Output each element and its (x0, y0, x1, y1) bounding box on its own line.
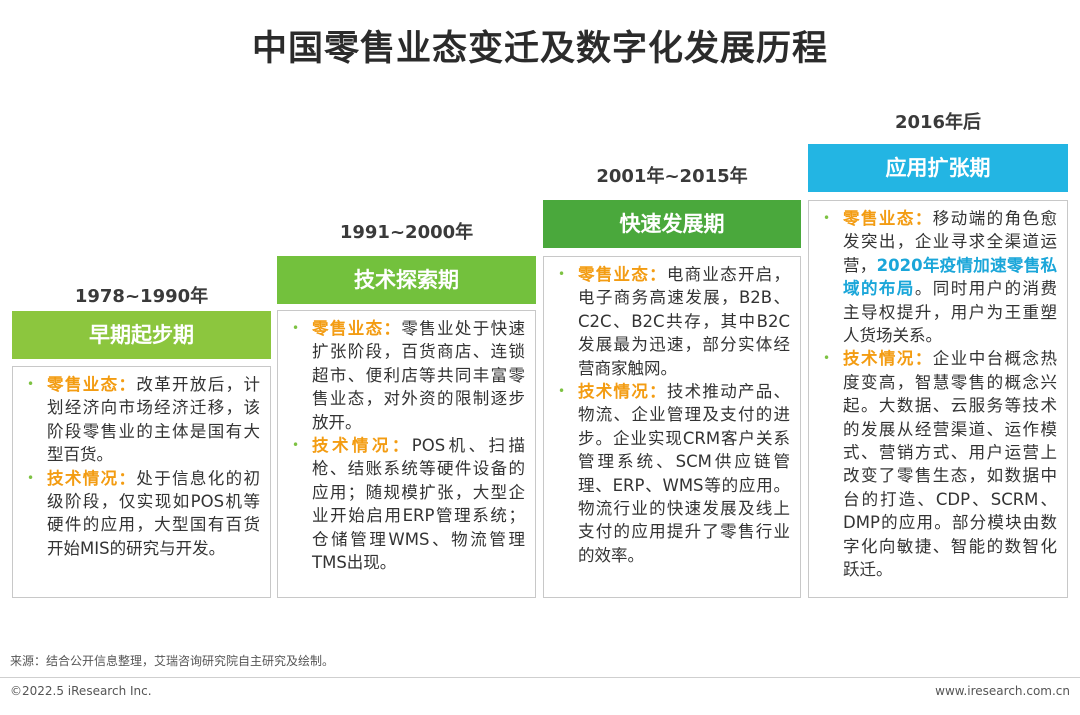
tech-status-text: 技术推动产品、物流、企业管理及支付的进步。企业实现CRM客户关系管理系统、SCM… (578, 382, 791, 565)
tech-status-item: • 技术情况：处于信息化的初级阶段，仅实现如POS机等硬件的应用，大型国有百货开… (27, 467, 260, 561)
retail-format-text: 改革开放后，计划经济向市场经济迁移，该阶段零售业的主体是国有大型百货。 (47, 375, 261, 465)
bullet-icon: • (823, 351, 831, 366)
tech-status-text: 处于信息化的初级阶段，仅实现如POS机等硬件的应用，大型国有百货开始MIS的研究… (47, 468, 261, 558)
retail-format-text: 电商业态开启，电子商务高速发展，B2B、C2C、B2C共存，其中B2C发展最为迅… (578, 265, 791, 378)
phase-card: • 零售业态：零售业处于快速扩张阶段，百货商店、连锁超市、便利店等共同丰富零售业… (277, 310, 536, 598)
tech-status-text: POS机、扫描枪、结账系统等硬件设备的应用；随规模扩张，大型企业开始启用ERP管… (312, 436, 525, 573)
bullet-icon: • (292, 438, 300, 453)
phase-card: • 零售业态：电商业态开启，电子商务高速发展，B2B、C2C、B2C共存，其中B… (543, 256, 801, 598)
page-title: 中国零售业态变迁及数字化发展历程 (251, 29, 828, 69)
bullet-icon: • (558, 267, 566, 281)
tech-status-label: 技术情况： (578, 382, 667, 402)
retail-format-item: • 零售业态：零售业处于快速扩张阶段，百货商店、连锁超市、便利店等共同丰富零售业… (292, 317, 525, 434)
phase-card: • 零售业态：改革开放后，计划经济向市场经济迁移，该阶段零售业的主体是国有大型百… (12, 366, 271, 598)
retail-format-label: 零售业态： (578, 265, 667, 284)
footer-divider (0, 677, 1080, 678)
retail-format-text: 移动端的角色愈发突出，企业寻求全渠道运营， (843, 209, 1058, 275)
retail-format-text: 零售业处于快速扩张阶段，百货商店、连锁超市、便利店等共同丰富零售业态，对外资的限… (312, 319, 526, 432)
period-year: 1991~2000年 (339, 222, 474, 243)
retail-format-item: • 零售业态：改革开放后，计划经济向市场经济迁移，该阶段零售业的主体是国有大型百… (27, 373, 260, 467)
phase-header: 快速发展期 (543, 200, 801, 248)
period-1991-2000: 1991~2000年 技术探索期 • 零售业态：零售业处于快速扩张阶段，百货商店… (277, 216, 536, 600)
phase-header: 技术探索期 (277, 256, 536, 304)
retail-format-item: • 零售业态：移动端的角色愈发突出，企业寻求全渠道运营，2020年疫情加速零售私… (823, 207, 1057, 347)
period-1978-1990: 1978~1990年 早期起步期 • 零售业态：改革开放后，计划经济向市场经济迁… (12, 280, 271, 600)
bullet-icon: • (27, 377, 35, 391)
bullet-icon: • (292, 321, 300, 335)
tech-status-label: 技术情况： (47, 468, 137, 488)
tech-status-item: • 技术情况：企业中台概念热度变高，智慧零售的概念兴起。大数据、云服务等技术的发… (823, 347, 1057, 581)
phase-header: 早期起步期 (12, 311, 271, 359)
tech-status-label: 技术情况： (312, 436, 412, 456)
phase-header: 应用扩张期 (808, 144, 1068, 192)
tech-status-label: 技术情况： (843, 349, 933, 369)
bullet-icon: • (823, 211, 831, 225)
period-year: 1978~1990年 (74, 286, 209, 307)
period-2016-onward: 2016年后 应用扩张期 • 零售业态：移动端的角色愈发突出，企业寻求全渠道运营… (808, 106, 1068, 600)
retail-format-label: 零售业态： (843, 209, 933, 228)
retail-format-label: 零售业态： (312, 319, 402, 338)
copyright: ©2022.5 iResearch Inc. (10, 684, 152, 698)
website-url: www.iresearch.com.cn (935, 684, 1070, 698)
retail-format-item: • 零售业态：电商业态开启，电子商务高速发展，B2B、C2C、B2C共存，其中B… (558, 263, 790, 380)
covid-highlight-text: 2020年疫情加速零售私域的布局 (843, 255, 1057, 299)
retail-format-text-cont: 。同时用户的消费主导权提升，用户为王重塑人货场关系。 (843, 279, 1058, 346)
bullet-icon: • (558, 384, 566, 399)
tech-status-item: • 技术情况：技术推动产品、物流、企业管理及支付的进步。企业实现CRM客户关系管… (558, 380, 790, 567)
tech-status-text: 企业中台概念热度变高，智慧零售的概念兴起。大数据、云服务等技术的发展从经营渠道、… (843, 349, 1058, 580)
period-year: 2001年~2015年 (596, 166, 748, 187)
bullet-icon: • (27, 470, 35, 485)
phase-card: • 零售业态：移动端的角色愈发突出，企业寻求全渠道运营，2020年疫情加速零售私… (808, 200, 1068, 598)
tech-status-item: • 技术情况：POS机、扫描枪、结账系统等硬件设备的应用；随规模扩张，大型企业开… (292, 434, 525, 574)
period-2001-2015: 2001年~2015年 快速发展期 • 零售业态：电商业态开启，电子商务高速发展… (543, 160, 801, 600)
period-year: 2016年后 (894, 112, 982, 133)
source-note: 来源：结合公开信息整理，艾瑞咨询研究院自主研究及绘制。 (10, 654, 335, 668)
retail-format-label: 零售业态： (47, 375, 137, 394)
